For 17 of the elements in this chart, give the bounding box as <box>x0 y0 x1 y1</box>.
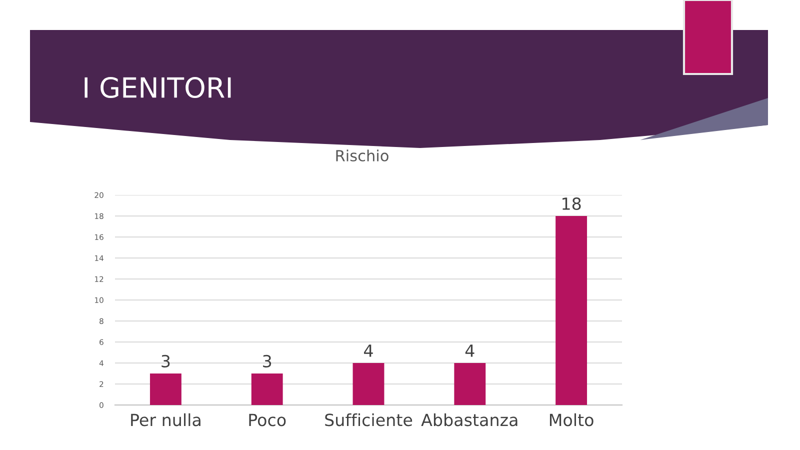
x-tick-label: Sufficiente <box>325 413 412 426</box>
bar <box>556 216 588 405</box>
data-label: 3 <box>263 354 272 368</box>
bar <box>454 363 486 405</box>
x-tick-label: Molto <box>550 413 594 426</box>
x-tick-label: Per nulla <box>131 413 200 426</box>
chart-title: I GENITORI <box>84 77 231 98</box>
bar <box>251 374 283 405</box>
data-label: 18 <box>562 197 581 210</box>
x-tick-label: Abbastanza <box>421 413 518 426</box>
x-tick-label: Poco <box>249 414 286 426</box>
data-label: 3 <box>162 354 170 368</box>
chart-subtitle: Rischio <box>336 150 388 162</box>
bar <box>150 374 182 405</box>
data-label: 4 <box>364 344 373 357</box>
data-label: 4 <box>465 344 474 357</box>
bar <box>352 363 384 405</box>
